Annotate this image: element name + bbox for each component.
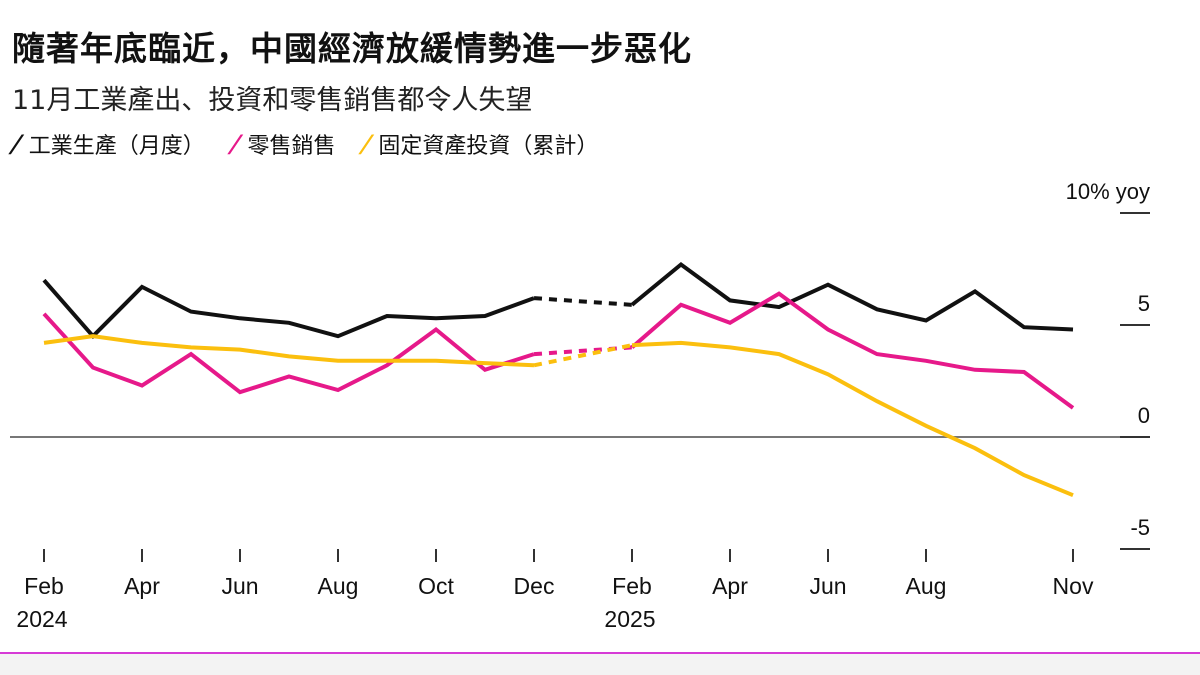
legend-item-retail-sales: / 零售銷售 [226,128,336,160]
x-tick-label: Apr [124,573,160,599]
legend-label: 工業生產（月度） [28,134,205,159]
legend-label: 零售銷售 [247,134,336,159]
series-line-0-part1 [42,278,535,340]
x-axis: Feb 2024 Apr Jun Aug Oct Dec Feb 2025 Apr Jun Aug No… [16,549,1094,632]
y-tick-label: 0 [1138,403,1150,428]
series-line-1-part2 [630,291,1075,410]
series-line-2-part1 [43,334,535,368]
chart-legend: / 工業生產（月度） / 零售銷售 / 固定資產投資（累計） [7,128,599,160]
line-chart: Feb 2024 Apr Jun Aug Oct Dec Feb 2025 Apr Jun Aug No… [10,179,1150,632]
chart-subtitle: 11月工業產出、投資和零售銷售都令人失望 [12,85,533,116]
x-tick-label: Feb [24,573,64,599]
x-tick-year-label: 2025 [604,606,655,632]
bottom-divider [0,652,1200,654]
y-tick-label: 5 [1138,291,1150,316]
bottom-band [0,654,1200,675]
x-tick-label: Feb [612,573,652,599]
x-tick-label: Jun [809,573,846,599]
legend-swatch-pink-icon: / [225,130,245,158]
series-gap-dashed-2 [533,343,633,368]
legend-item-fixed-asset-investment: / 固定資產投資（累計） [356,128,599,160]
legend-swatch-yellow-icon: / [356,130,376,158]
x-tick-label: Dec [514,573,555,599]
x-tick-year-label: 2024 [16,606,67,632]
x-tick-label: Apr [712,573,748,599]
chart-series [42,261,1075,498]
chart-title: 隨著年底臨近，中國經濟放緩情勢進一步惡化 [12,29,692,68]
series-gap-dashed-1 [533,345,633,357]
series-line-0-part2 [630,261,1074,332]
legend-swatch-black-icon: / [6,130,26,158]
y-tick-label: -5 [1130,515,1150,540]
x-tick-label: Aug [906,573,947,599]
legend-item-industrial-production: / 工業生產（月度） [7,128,205,160]
x-tick-label: Aug [318,573,359,599]
series-gap-dashed-0 [533,296,633,307]
x-tick-label: Oct [418,573,454,599]
x-tick-label: Nov [1053,573,1094,599]
y-tick-label: 10% yoy [1066,179,1150,204]
y-axis: 10% yoy 5 0 -5 [1066,179,1150,550]
series-line-1-part1 [42,312,535,395]
series-line-2-part2 [631,340,1074,498]
legend-label: 固定資產投資（累計） [378,134,599,159]
x-tick-label: Jun [221,573,258,599]
